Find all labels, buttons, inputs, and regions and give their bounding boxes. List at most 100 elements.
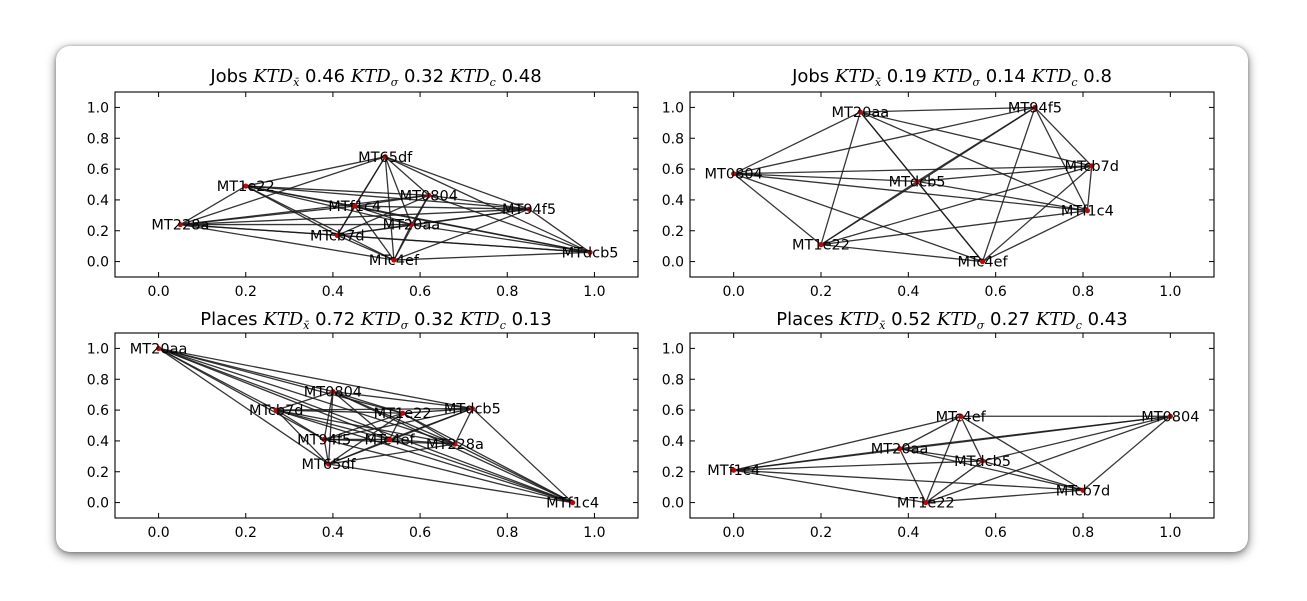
title-subscript: c: [1071, 76, 1077, 89]
node-label-MT20aa: MT20aa: [832, 105, 890, 121]
x-tick-label: 0.2: [810, 284, 832, 300]
edge-MTcb7d-MT94f5: [275, 409, 325, 440]
edge-MTdcb5-MTf1c4: [733, 460, 983, 471]
network-panel-3: Places KTDx̄ 0.72 KTDσ 0.32 KTDc 0.130.0…: [87, 309, 639, 541]
plot-frame: [689, 91, 1215, 278]
x-tick-label: 0.2: [235, 525, 257, 541]
node-label-MT1e22: MT1e22: [217, 179, 275, 195]
node-label-MTcb7d: MTcb7d: [1064, 159, 1119, 175]
title-subscript: σ: [972, 76, 980, 89]
edge-MT20aa-MTf1c4: [733, 447, 900, 471]
title-subscript: x̄: [875, 76, 882, 89]
node-label-MTf1c4: MTf1c4: [1061, 204, 1114, 220]
node-MT65df: [325, 461, 332, 467]
node-MT94f5: [526, 206, 532, 212]
y-tick-label: 1.0: [87, 341, 109, 357]
edge-MT228a-MTf1c4: [454, 443, 573, 504]
node-MT0804: [1167, 413, 1173, 419]
node-label-MT1e22: MT1e22: [374, 406, 432, 422]
node-MT1e22: [818, 242, 824, 248]
node-MTcb7d: [334, 232, 340, 238]
edge-MTcb7d-MT1e22: [276, 409, 403, 414]
node-MT228a: [452, 441, 458, 447]
x-tick-label: 0.0: [723, 525, 745, 541]
edge-MTcb7d-MT65df: [275, 409, 330, 465]
title-value: 0.32: [408, 309, 460, 330]
node-MTc4ef: [958, 413, 964, 419]
edge-MT0804-MTdcb5: [332, 390, 473, 410]
node-label-MT65df: MT65df: [301, 457, 356, 473]
edge-MTcb7d-MTf1c4: [1086, 165, 1093, 211]
node-MTdcb5: [469, 405, 475, 412]
edges: [158, 347, 574, 504]
edge-MTc4ef-MT65df: [328, 438, 390, 465]
edge-MT0804-MT65df: [327, 391, 334, 465]
title-symbol: KTD: [360, 309, 401, 330]
edge-MT0804-MT94f5: [323, 391, 334, 440]
edge-MTc4ef-MTdcb5: [393, 251, 591, 261]
y-tick-label: 0.2: [662, 465, 684, 481]
edge-MTdcb5-MT228a: [454, 408, 473, 445]
edge-MT20aa-MT228a: [158, 347, 456, 445]
title-metric: Jobs: [209, 66, 253, 87]
title-symbol: KTD: [838, 309, 879, 330]
node-label-MT20aa: MT20aa: [383, 218, 441, 234]
y-tick-label: 0.4: [662, 193, 684, 209]
x-tick-label: 0.4: [897, 284, 919, 300]
y-tick-label: 0.8: [87, 131, 109, 147]
edge-MT0804-MTdcb5: [733, 173, 918, 183]
node-MTdcb5: [914, 178, 920, 185]
edge-MT94f5-MTc4ef: [981, 107, 1036, 262]
node-MTcb7d: [1080, 487, 1086, 493]
node-MTf1c4: [731, 467, 737, 473]
node-MT0804: [426, 192, 432, 198]
x-tick-label: 1.0: [1159, 284, 1181, 300]
node-MT1e22: [243, 183, 249, 189]
title-value: 0.43: [1082, 309, 1128, 330]
node-label-MT0804: MT0804: [304, 385, 362, 401]
x-tick-label: 0.6: [985, 284, 1007, 300]
edges: [733, 106, 1093, 263]
x-tick-label: 0.4: [897, 525, 919, 541]
node-label-MT65df: MT65df: [358, 150, 413, 166]
edge-MT94f5-MTf1c4: [324, 438, 573, 504]
network-panel-4: Places KTDx̄ 0.52 KTDσ 0.27 KTDc 0.430.0…: [662, 309, 1215, 541]
node-MT20aa: [408, 221, 414, 228]
y-tick-label: 0.0: [87, 496, 109, 512]
node-label-MT20aa: MT20aa: [871, 442, 929, 458]
edge-MTcb7d-MT0804: [733, 165, 1092, 175]
y-tick-label: 0.2: [87, 465, 109, 481]
edge-MTf1c4-MT228a: [180, 205, 355, 226]
edge-MTf1c4-MTc4ef: [354, 205, 395, 261]
node-MT0804: [731, 171, 737, 177]
y-tick-label: 0.6: [87, 162, 109, 178]
y-tick-label: 1.0: [662, 100, 684, 116]
title-value: 0.32: [398, 66, 450, 87]
y-tick-label: 0.2: [662, 224, 684, 240]
title-value: 0.8: [1078, 66, 1112, 87]
node-label-MT94f5: MT94f5: [1008, 100, 1062, 116]
y-tick-label: 0.6: [662, 162, 684, 178]
y-tick-label: 0.4: [87, 434, 109, 450]
x-tick-label: 0.6: [409, 284, 431, 300]
node-MTc4ef: [979, 258, 986, 265]
node-MTdcb5: [587, 249, 593, 255]
edge-MT20aa-MT1e22: [158, 347, 403, 414]
node-MT94f5: [321, 436, 327, 442]
edge-MT94f5-MT228a: [180, 208, 530, 226]
node-label-MTc4ef: MTc4ef: [365, 432, 416, 448]
x-tick-label: 0.8: [496, 525, 518, 541]
figure-card: [56, 46, 1248, 552]
x-tick-label: 0.0: [723, 284, 745, 300]
edge-MTc4ef-MTdcb5: [960, 415, 984, 462]
edge-MTf1c4-MTcb7d: [733, 469, 1084, 491]
edge-MTc4ef-MT228a: [389, 438, 455, 445]
edge-MT0804-MT1e22: [925, 415, 1171, 504]
y-tick-label: 0.4: [662, 434, 684, 450]
edge-MT65df-MT0804: [384, 156, 430, 196]
title-subscript: σ: [401, 319, 409, 332]
edge-MTc4ef-MT1e22: [925, 416, 962, 503]
node-MT94f5: [1032, 104, 1038, 111]
edge-MT20aa-MT0804: [733, 111, 861, 175]
